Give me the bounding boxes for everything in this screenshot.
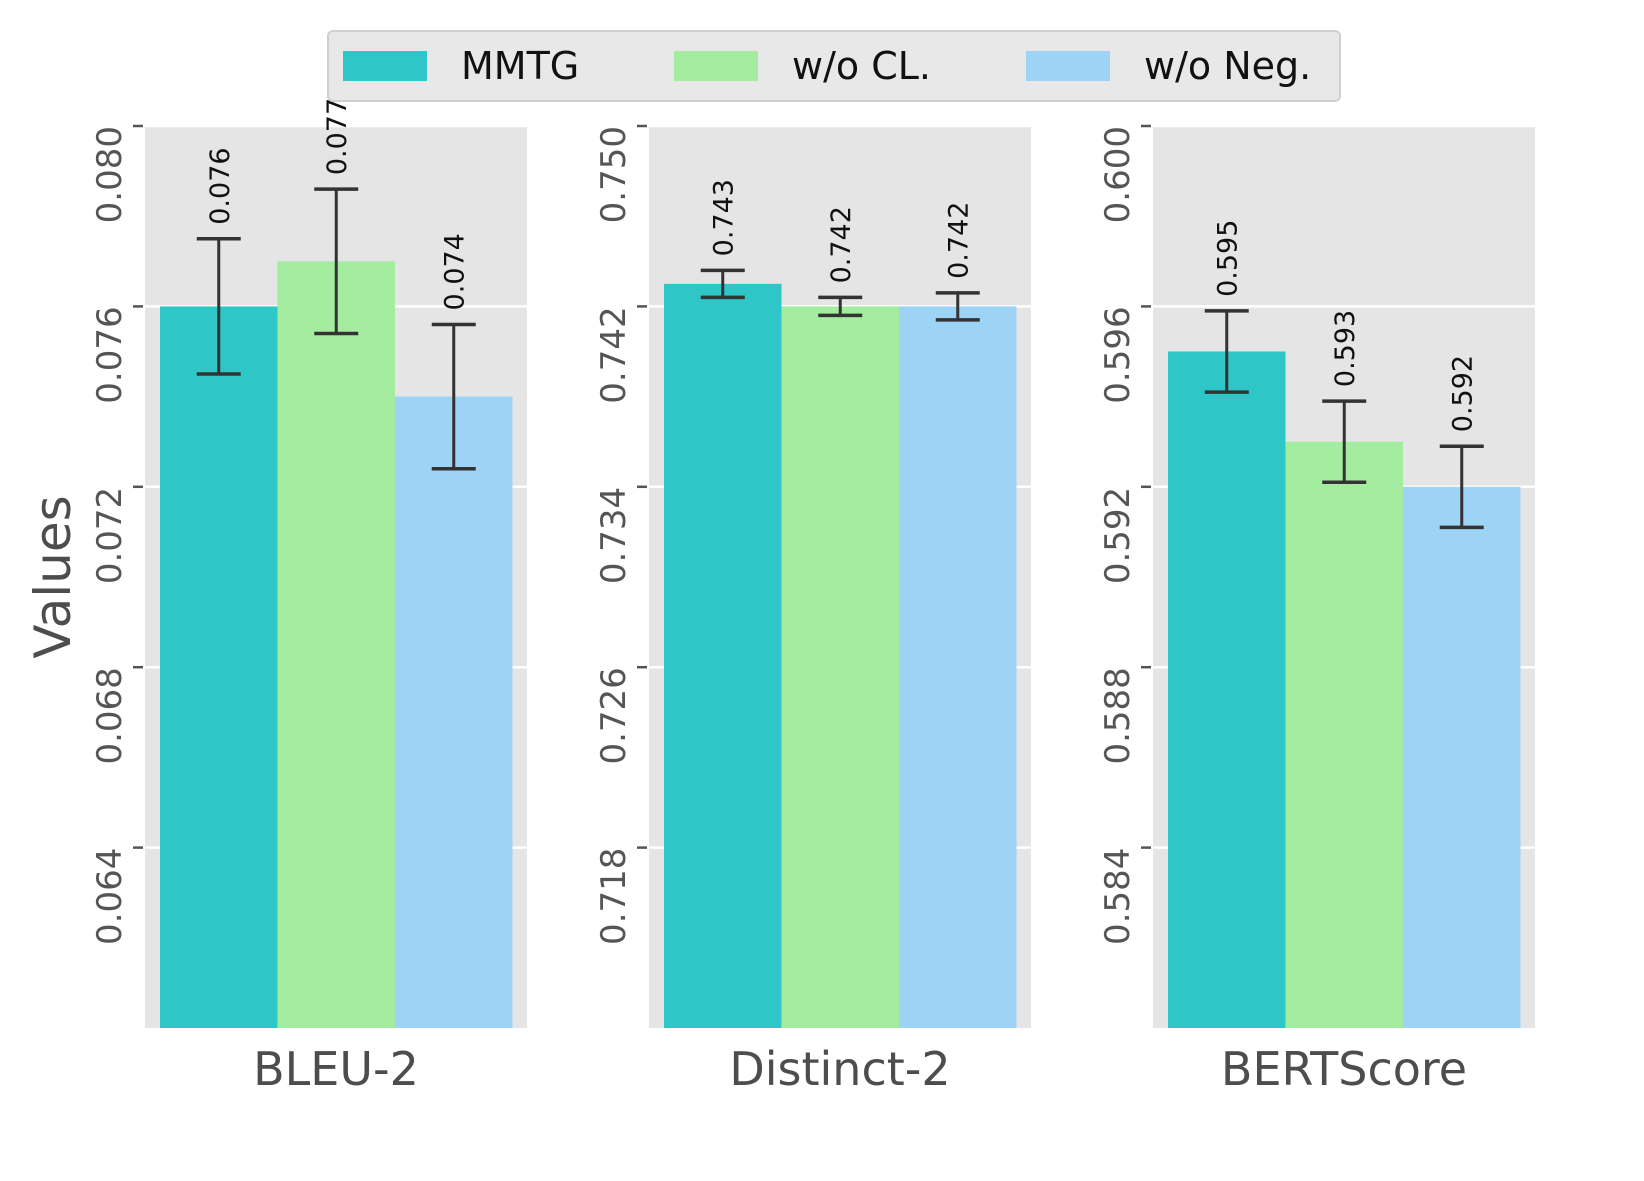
data-label: 0.595 — [1213, 220, 1244, 297]
y-tick-label: 0.076 — [90, 306, 130, 403]
y-tick-label: 0.596 — [1098, 306, 1138, 403]
x-axis-label: Distinct-2 — [729, 1042, 950, 1096]
data-label: 0.592 — [1448, 355, 1479, 432]
bar-w-o-neg- — [395, 396, 513, 1029]
bar-mmtg — [1168, 351, 1286, 1028]
bar-w-o-neg- — [1403, 486, 1521, 1028]
y-tick-label: 0.072 — [90, 487, 130, 584]
y-axis-label: Values — [24, 495, 82, 658]
bar-mmtg — [664, 283, 782, 1029]
data-label: 0.743 — [709, 179, 740, 256]
y-tick-label: 0.734 — [594, 487, 634, 584]
legend-label: w/o CL. — [792, 44, 931, 88]
data-label: 0.077 — [322, 98, 353, 175]
data-label: 0.742 — [826, 206, 857, 283]
y-tick-label: 0.726 — [594, 667, 634, 764]
bar-w-o-neg- — [899, 306, 1017, 1028]
legend-item-mmtg: MMTG — [343, 32, 579, 100]
legend-item-wo-cl: w/o CL. — [674, 32, 931, 100]
y-tick-label: 0.584 — [1098, 848, 1138, 945]
legend-swatch-wo-cl — [674, 51, 758, 81]
y-tick-label: 0.742 — [594, 306, 634, 403]
legend-swatch-wo-neg — [1026, 51, 1110, 81]
y-tick-label: 0.592 — [1098, 487, 1138, 584]
data-label: 0.076 — [205, 147, 236, 224]
legend-label: w/o Neg. — [1144, 44, 1312, 88]
data-label: 0.593 — [1330, 310, 1361, 387]
panel-bleu-2: 0.064 0.068 0.072 0.076 0.080 0.076 0.077 0.074… — [90, 98, 527, 1096]
y-tick-label: 0.718 — [594, 848, 634, 945]
bar-w-o-cl- — [277, 261, 395, 1028]
y-tick-label: 0.588 — [1098, 667, 1138, 764]
bar-w-o-cl- — [1285, 441, 1403, 1028]
x-axis-label: BLEU-2 — [253, 1042, 419, 1096]
legend-item-wo-neg: w/o Neg. — [1026, 32, 1311, 100]
y-tick-label: 0.064 — [90, 848, 130, 945]
data-label: 0.074 — [440, 233, 471, 310]
y-tick-label: 0.080 — [90, 126, 130, 223]
bar-w-o-cl- — [781, 306, 899, 1028]
bar-mmtg — [160, 306, 278, 1028]
y-tick-label: 0.600 — [1098, 126, 1138, 223]
y-tick-label: 0.750 — [594, 126, 634, 223]
panel-distinct-2: 0.718 0.726 0.734 0.742 0.750 0.743 0.742 0.742… — [594, 124, 1031, 1096]
legend: MMTG w/o CL. w/o Neg. — [327, 30, 1341, 102]
x-axis-label: BERTScore — [1221, 1042, 1467, 1096]
y-tick-label: 0.068 — [90, 667, 130, 764]
legend-label: MMTG — [461, 44, 580, 88]
panel-bertscore: 0.584 0.588 0.592 0.596 0.600 0.595 0.593 0.592… — [1098, 124, 1535, 1096]
data-label: 0.742 — [944, 202, 975, 279]
legend-swatch-mmtg — [343, 51, 427, 81]
